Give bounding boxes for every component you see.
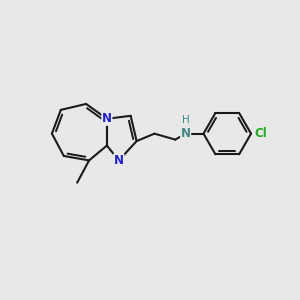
- Text: N: N: [102, 112, 112, 125]
- Text: N: N: [181, 127, 191, 140]
- Text: Cl: Cl: [255, 127, 267, 140]
- Text: H: H: [182, 115, 190, 125]
- Text: N: N: [114, 154, 124, 167]
